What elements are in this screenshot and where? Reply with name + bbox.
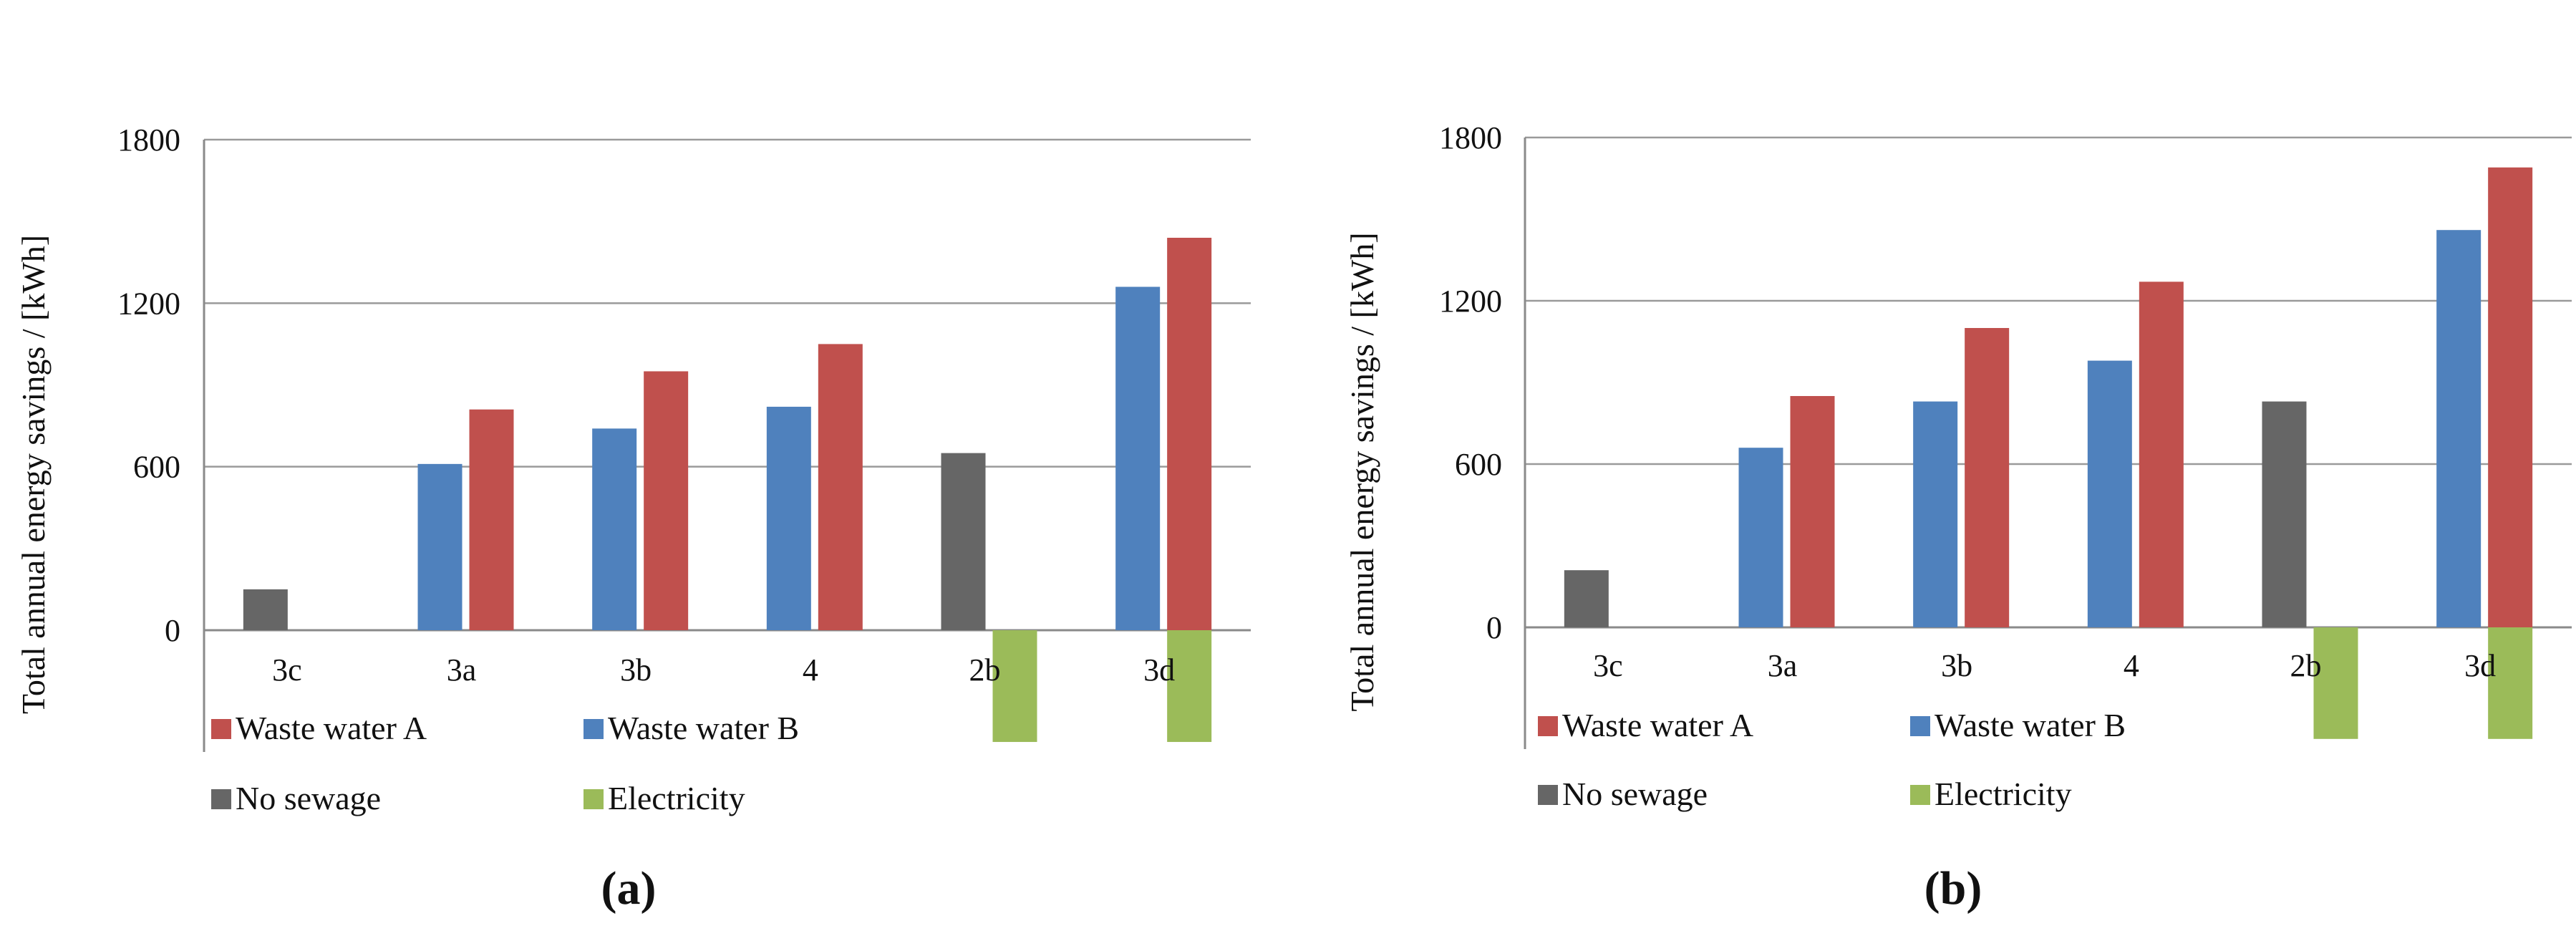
bar-waste-water-b-3d <box>1115 286 1161 630</box>
x-tick-label-2b: 2b <box>2290 648 2322 683</box>
bar-waste-water-b-4 <box>766 406 811 630</box>
x-tick-label-3d: 3d <box>2464 648 2496 683</box>
bar-waste-water-b-3a <box>417 463 463 630</box>
bar-electricity-3d <box>1167 630 1212 743</box>
bar-waste-water-a-4 <box>818 344 863 630</box>
bar-electricity-2b <box>992 630 1037 743</box>
bar-waste-water-a-3a <box>1790 396 1835 627</box>
x-tick-label-3a: 3a <box>1768 648 1798 683</box>
y-axis-label: Total annual energy savings / [kWh] <box>15 235 52 714</box>
x-tick-label-3b: 3b <box>620 652 652 688</box>
bar-no-sewage-3c <box>243 589 288 630</box>
x-tick-label-3d: 3d <box>1143 652 1175 688</box>
legend-label: Waste water B <box>608 710 799 746</box>
y-axis-label: Total annual energy savings / [kWh] <box>1344 232 1380 711</box>
legend-swatch <box>211 789 231 809</box>
bar-waste-water-a-4 <box>2139 281 2184 627</box>
chart-panel-a: 0 600 1200 1800 Total annual energy savings … <box>15 122 1251 915</box>
bar-waste-water-b-3a <box>1738 448 1783 627</box>
legend-swatch <box>1538 716 1558 736</box>
y-tick-label: 0 <box>165 613 180 648</box>
bar-waste-water-b-3d <box>2436 230 2481 627</box>
legend-label: No sewage <box>1562 776 1708 812</box>
bar-no-sewage-2b <box>941 453 986 630</box>
legend-label: Waste water A <box>1562 707 1753 743</box>
bar-waste-water-a-3b <box>1965 328 2010 627</box>
legend-label: No sewage <box>236 780 381 816</box>
x-tick-label-3b: 3b <box>1941 648 1972 683</box>
legend-label: Electricity <box>1935 776 2072 812</box>
x-tick-label-4: 4 <box>803 652 818 688</box>
y-tick-label: 0 <box>1486 610 1502 645</box>
bar-no-sewage-3c <box>1564 570 1609 627</box>
x-tick-label-2b: 2b <box>969 652 1001 688</box>
x-tick-label-3c: 3c <box>272 652 302 688</box>
y-tick-label: 1200 <box>117 286 180 321</box>
y-tick-label: 1800 <box>117 122 180 158</box>
y-tick-label: 1800 <box>1439 120 1502 155</box>
x-tick-label-3a: 3a <box>447 652 477 688</box>
legend-label: Electricity <box>608 780 745 816</box>
bar-waste-water-b-3b <box>1913 401 1958 627</box>
x-tick-label-4: 4 <box>2124 648 2139 683</box>
x-tick-label-3c: 3c <box>1593 648 1623 683</box>
legend-swatch <box>584 789 604 809</box>
legend-swatch <box>1910 785 1930 805</box>
bar-waste-water-a-3b <box>644 371 689 630</box>
bar-electricity-2b <box>2313 627 2358 739</box>
chart-panel-b: 0 600 1200 1800 Total annual energy savings … <box>1344 120 2572 915</box>
y-tick-label: 1200 <box>1439 284 1502 319</box>
legend-swatch <box>584 719 604 739</box>
panel-label: (b) <box>1924 862 1982 915</box>
bar-waste-water-b-3b <box>592 428 637 630</box>
panel-label: (a) <box>601 862 657 915</box>
bar-waste-water-b-4 <box>2087 360 2132 627</box>
y-tick-label: 600 <box>1455 447 1502 482</box>
bar-electricity-3d <box>2488 627 2533 739</box>
bar-waste-water-a-3a <box>469 409 514 630</box>
legend-label: Waste water B <box>1935 707 2126 743</box>
legend-swatch <box>1538 785 1558 805</box>
legend-label: Waste water A <box>236 710 427 746</box>
legend-swatch <box>1910 716 1930 736</box>
y-tick-label: 600 <box>133 450 180 485</box>
bar-waste-water-a-3d <box>2488 167 2533 628</box>
bar-waste-water-a-3d <box>1167 238 1212 630</box>
bar-no-sewage-2b <box>2262 401 2307 627</box>
legend-swatch <box>211 719 231 739</box>
